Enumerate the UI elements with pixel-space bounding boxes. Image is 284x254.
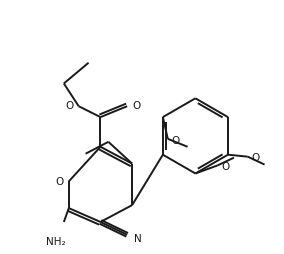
Text: O: O: [132, 101, 140, 111]
Text: O: O: [252, 152, 260, 162]
Text: O: O: [66, 101, 74, 111]
Text: NH₂: NH₂: [46, 236, 66, 246]
Text: O: O: [56, 177, 64, 187]
Text: O: O: [221, 161, 229, 171]
Text: N: N: [134, 233, 142, 243]
Text: O: O: [172, 135, 180, 145]
